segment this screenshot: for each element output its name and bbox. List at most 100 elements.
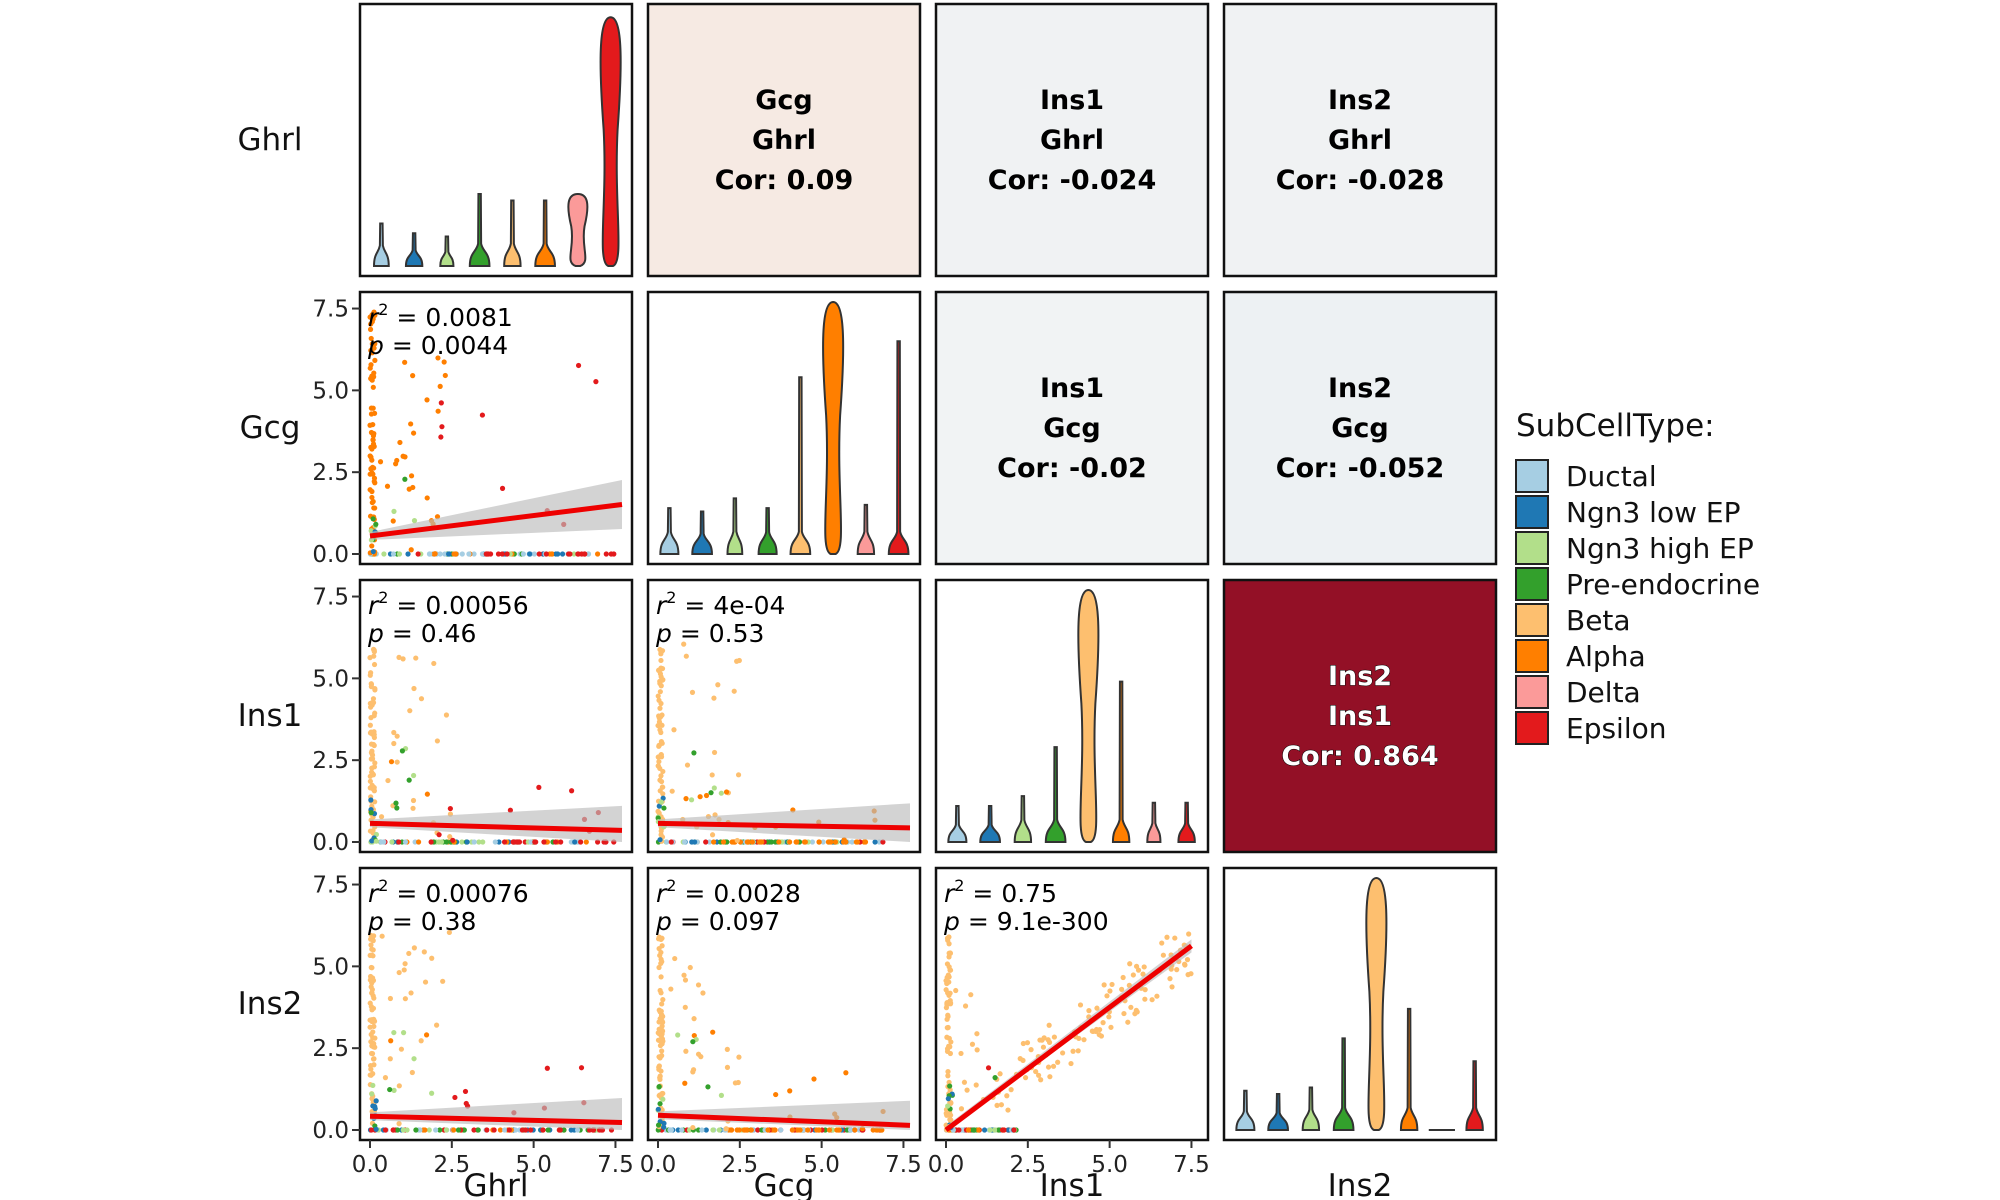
violin-ngn3-low-ep [1267, 1093, 1289, 1131]
correlation-value: Cor: 0.864 [1281, 741, 1438, 772]
scatter-point [402, 961, 408, 967]
scatter-point [1106, 1014, 1112, 1020]
scatter-point [880, 839, 886, 845]
scatter-point [371, 995, 377, 1001]
legend-item-delta: Delta [1515, 675, 1641, 709]
scatter-point [945, 1025, 951, 1031]
legend-title: SubCellType: [1516, 408, 1715, 444]
scatter-point [1172, 935, 1178, 941]
scatter-point [689, 689, 696, 695]
scatter-point [404, 1127, 410, 1133]
scatter-point [689, 839, 695, 845]
scatter-point [675, 1032, 681, 1038]
scatter-point [961, 1079, 968, 1085]
scatter-point [371, 345, 377, 351]
correlation-panel-ins2-ghrl: Ins2 Ghrl Cor: -0.028 [1222, 2, 1498, 278]
x-tick-label: 7.5 [885, 1152, 922, 1178]
scatter-point [369, 838, 375, 844]
scatter-point [734, 837, 740, 844]
scatter-point [1081, 1037, 1087, 1043]
r-squared-value: 0.00056 [425, 591, 528, 620]
scatter-point [368, 797, 374, 803]
scatter-point [802, 839, 808, 845]
scatter-point [745, 839, 751, 845]
scatter-point [776, 839, 782, 845]
scatter-point [1070, 1048, 1076, 1054]
scatter-point [998, 1102, 1005, 1108]
scatter-point [372, 687, 378, 693]
panel-frame [646, 290, 922, 566]
scatter-point [422, 979, 429, 985]
scatter-point [1039, 1037, 1045, 1043]
scatter-point [1107, 988, 1113, 994]
scatter-point [1119, 986, 1125, 992]
scatter-point [953, 987, 959, 994]
scatter-point [475, 1127, 481, 1133]
scatter-point [368, 756, 374, 762]
violin-ngn3-low-ep [404, 232, 424, 267]
scatter-point [657, 987, 663, 994]
scatter-point [394, 733, 400, 739]
legend-item-ngn3-low-ep: Ngn3 low EP [1515, 495, 1740, 529]
scatter-point [402, 839, 409, 845]
scatter-point [705, 1084, 711, 1090]
scatter-point [370, 516, 376, 522]
scatter-point [552, 839, 559, 845]
violin-epsilon [599, 16, 622, 267]
legend-label: Beta [1566, 604, 1631, 637]
scatter-point [603, 551, 609, 557]
scatter-point [947, 1083, 953, 1089]
scatter-point [413, 655, 419, 661]
scatter-point [495, 551, 502, 557]
scatter-point [453, 551, 459, 557]
scatter-point [656, 758, 662, 765]
scatter-point [497, 1127, 503, 1133]
scatter-point [504, 551, 510, 557]
regression-line [369, 1113, 623, 1126]
scatter-point [724, 1046, 730, 1052]
scatter-point [711, 785, 717, 791]
scatter-point [710, 1029, 716, 1035]
x-tick-label: 5.0 [1091, 1152, 1128, 1178]
scatter-point [1154, 993, 1160, 999]
scatter-point [378, 814, 385, 820]
legend-item-ngn3-high-ep: Ngn3 high EP [1515, 531, 1754, 565]
scatter-point [476, 839, 482, 845]
scatter-point [455, 1127, 462, 1133]
correlation-panel-gcg-ghrl: Gcg Ghrl Cor: 0.09 [646, 2, 922, 278]
scatter-point [387, 1086, 393, 1093]
scatter-point [655, 1106, 661, 1112]
scatter-point [367, 722, 373, 728]
violin-alpha [1399, 1007, 1419, 1131]
scatter-point [411, 945, 417, 951]
scatter-point [1005, 1107, 1011, 1113]
scatter-point [974, 1047, 980, 1053]
scatter-point [608, 551, 614, 557]
scatter-point [945, 990, 951, 996]
scatter-point [656, 1066, 662, 1072]
scatter-point [699, 1127, 705, 1133]
p-value-label: p = 0.38 [367, 907, 476, 936]
p-value: 0.38 [421, 907, 477, 936]
scatter-point [528, 1127, 534, 1133]
scatter-point [531, 551, 537, 557]
scatter-point [442, 551, 448, 557]
scatter-point [516, 839, 523, 845]
p-value-label: p = 9.1e-300 [943, 907, 1109, 936]
scatter-point [1045, 1064, 1052, 1070]
y-tick-label: 2.5 [312, 1036, 349, 1062]
confidence-band [370, 479, 622, 540]
scatter-point [369, 990, 375, 996]
scatter-point [437, 383, 443, 389]
scatter-point [372, 357, 378, 363]
scatter-point [506, 1127, 512, 1133]
scatter-point [749, 839, 755, 845]
scatter-point [660, 997, 666, 1003]
scatter-point [402, 476, 408, 482]
scatter-point [668, 839, 674, 845]
scatter-point [1164, 934, 1170, 940]
scatter-point [480, 839, 486, 845]
scatter-point [463, 1100, 469, 1107]
x-tick-label: 5.0 [515, 1152, 552, 1178]
scatter-point [410, 772, 417, 779]
